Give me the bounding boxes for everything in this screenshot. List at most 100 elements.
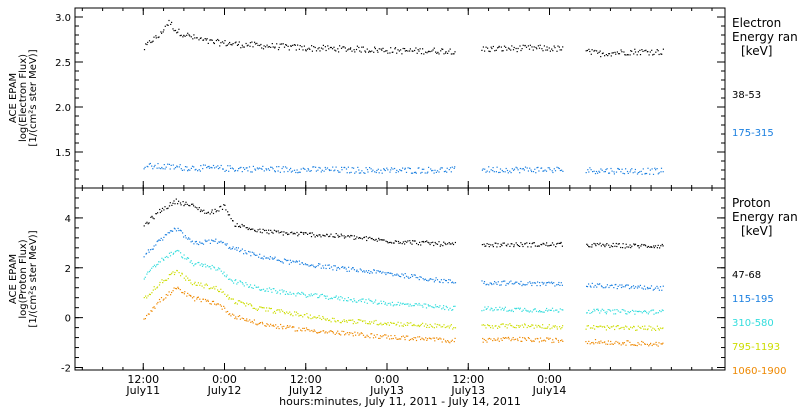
proton-data-point — [324, 295, 326, 297]
proton-data-point — [161, 210, 163, 212]
proton-data-point — [288, 326, 290, 328]
electron-data-point — [421, 171, 423, 173]
proton-data-point — [161, 207, 164, 209]
electron-data-point — [186, 34, 188, 36]
proton-data-point — [348, 332, 350, 334]
proton-data-point — [266, 307, 268, 309]
proton-data-point — [331, 317, 334, 319]
proton-data-point — [178, 200, 180, 202]
proton-data-point — [533, 340, 535, 342]
electron-data-point — [306, 170, 308, 172]
proton-data-point — [312, 317, 314, 319]
proton-series-2 — [143, 249, 664, 315]
proton-data-point — [152, 217, 154, 219]
electron-data-point — [166, 24, 168, 26]
proton-data-point — [360, 332, 362, 334]
proton-data-point — [216, 303, 218, 305]
electron-data-point — [454, 51, 456, 53]
electron-data-point — [229, 165, 231, 167]
electron-data-point — [329, 169, 331, 172]
electron-data-point — [443, 171, 445, 173]
proton-data-point — [223, 271, 225, 273]
proton-data-point — [513, 339, 515, 341]
proton-data-point — [646, 329, 648, 331]
proton-data-point — [599, 312, 601, 314]
proton-data-point — [502, 323, 504, 325]
electron-data-point — [397, 49, 399, 51]
proton-data-point — [389, 302, 391, 304]
proton-data-point — [357, 322, 359, 324]
proton-data-point — [210, 303, 212, 305]
proton-data-point — [267, 257, 269, 259]
proton-data-point — [257, 229, 259, 231]
proton-data-point — [331, 298, 333, 300]
proton-data-point — [231, 248, 233, 250]
proton-data-point — [174, 228, 176, 230]
proton-data-point — [601, 342, 603, 344]
proton-data-point — [369, 299, 371, 302]
proton-data-point — [346, 270, 348, 272]
proton-data-point — [177, 227, 179, 229]
electron-data-point — [614, 51, 616, 53]
electron-data-point — [528, 48, 531, 50]
proton-data-point — [389, 272, 391, 274]
proton-data-point — [411, 324, 413, 327]
proton-data-point — [335, 321, 337, 323]
electron-data-point — [436, 52, 438, 54]
electron-data-point — [660, 171, 662, 173]
electron-data-point — [382, 47, 384, 49]
proton-data-point — [650, 285, 653, 287]
electron-data-point — [202, 164, 205, 166]
proton-data-point — [314, 330, 316, 332]
electron-data-point — [404, 168, 406, 170]
proton-data-point — [386, 324, 388, 326]
xtick-time-label: 12:00 — [290, 373, 322, 386]
proton-data-point — [652, 289, 654, 291]
proton-data-point — [498, 325, 500, 327]
proton-data-point — [617, 310, 619, 312]
proton-data-point — [654, 287, 657, 289]
proton-data-point — [653, 328, 656, 330]
electron-data-point — [558, 167, 560, 170]
electron-data-point — [506, 49, 508, 51]
proton-data-point — [524, 324, 526, 326]
proton-data-point — [189, 238, 191, 240]
proton-data-point — [250, 321, 252, 323]
proton-data-point — [443, 241, 445, 243]
proton-data-point — [228, 214, 231, 216]
proton-data-point — [485, 284, 487, 286]
electron-data-point — [182, 36, 184, 38]
electron-data-point — [601, 169, 603, 171]
proton-data-point — [295, 260, 298, 262]
electron-data-point — [489, 50, 491, 53]
electron-data-point — [601, 52, 603, 55]
proton-data-point — [393, 242, 395, 244]
proton-data-point — [442, 245, 444, 247]
proton-data-point — [654, 245, 657, 247]
electron-data-point — [231, 167, 233, 169]
proton-data-point — [485, 308, 487, 310]
proton-data-point — [364, 336, 366, 338]
proton-data-point — [644, 343, 646, 345]
proton-data-point — [267, 310, 269, 312]
electron-data-point — [633, 53, 635, 55]
electron-data-point — [234, 42, 236, 44]
proton-data-point — [527, 337, 529, 339]
electron-series-1 — [143, 162, 664, 175]
proton-data-point — [557, 283, 559, 286]
proton-data-point — [366, 302, 368, 304]
proton-data-point — [485, 339, 487, 342]
proton-data-point — [350, 319, 352, 321]
electron-data-point — [246, 45, 248, 47]
proton-data-point — [521, 324, 523, 326]
electron-data-point — [295, 49, 297, 51]
proton-data-point — [226, 243, 228, 245]
proton-data-point — [376, 270, 378, 272]
proton-data-point — [242, 318, 245, 320]
proton-data-point — [648, 287, 650, 289]
proton-data-point — [223, 305, 225, 307]
proton-data-point — [268, 325, 271, 327]
proton-data-point — [640, 311, 642, 313]
electron-data-point — [229, 41, 231, 44]
proton-data-point — [417, 336, 419, 338]
